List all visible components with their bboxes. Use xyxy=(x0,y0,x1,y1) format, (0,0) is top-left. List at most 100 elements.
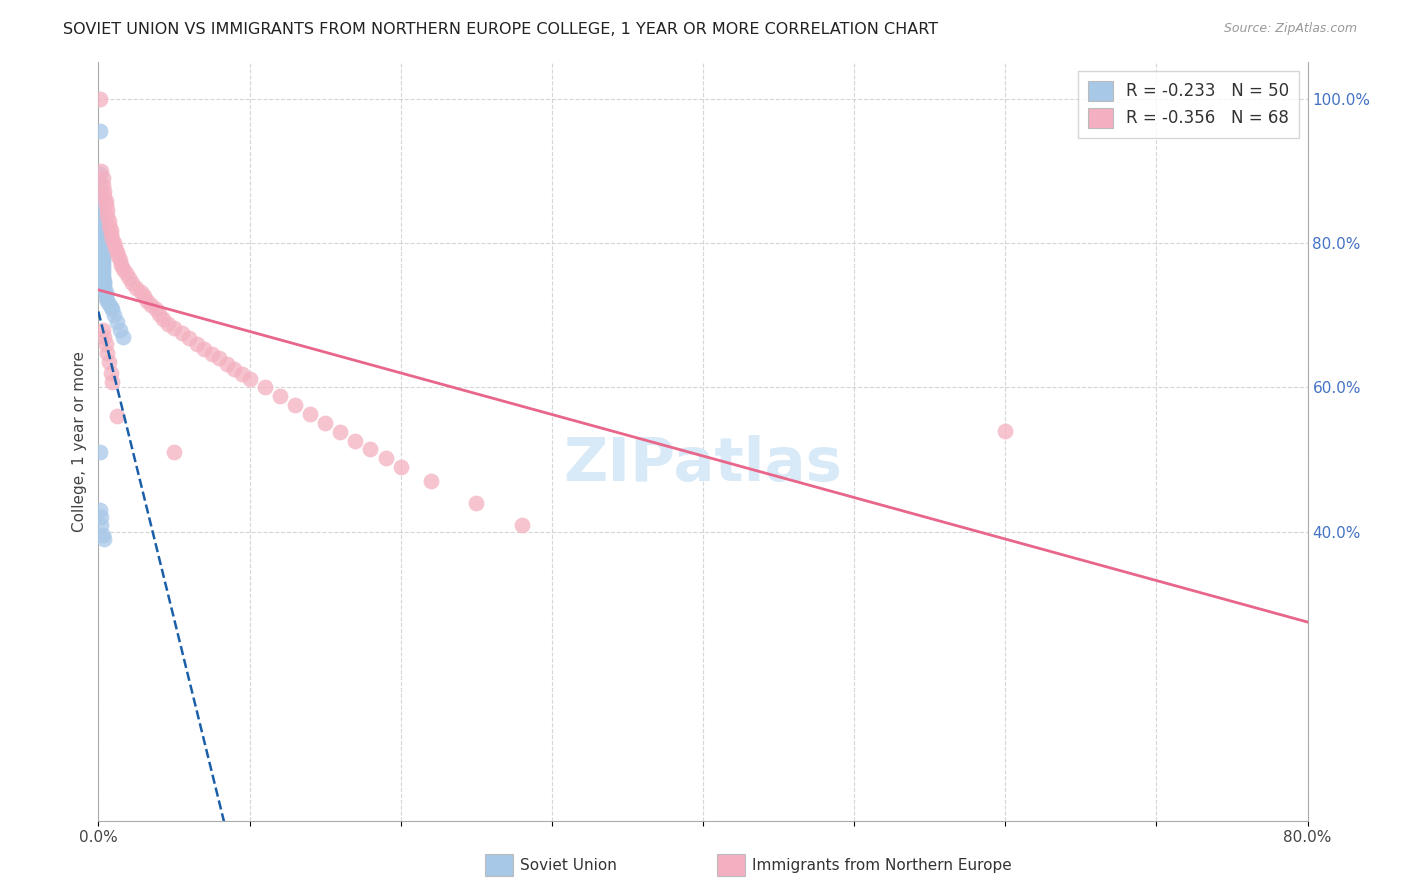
Point xyxy=(156,317,179,331)
Point xyxy=(103,235,125,250)
Point xyxy=(89,503,111,517)
Point xyxy=(163,321,186,335)
Point xyxy=(193,342,215,356)
Point xyxy=(93,330,115,344)
Point xyxy=(148,307,170,321)
Point xyxy=(231,367,253,381)
Point xyxy=(108,323,131,337)
Point xyxy=(89,445,111,459)
Point xyxy=(90,244,112,259)
Point xyxy=(125,281,148,295)
Point xyxy=(91,171,114,186)
Point xyxy=(93,189,115,203)
Point xyxy=(103,308,125,322)
Point xyxy=(93,279,115,293)
Point xyxy=(98,219,121,233)
Point xyxy=(224,361,246,376)
Point xyxy=(374,451,396,466)
Point xyxy=(90,163,112,178)
Point xyxy=(91,270,114,285)
Point xyxy=(108,253,131,268)
Point xyxy=(179,331,201,345)
Point xyxy=(91,253,114,268)
Point xyxy=(98,213,121,227)
Point xyxy=(90,233,112,247)
Point xyxy=(105,409,128,424)
Point xyxy=(90,242,112,256)
Point xyxy=(239,372,262,386)
Point xyxy=(91,251,114,265)
Point xyxy=(96,203,118,218)
Point xyxy=(89,124,111,138)
Point xyxy=(94,291,117,305)
Point xyxy=(104,240,127,254)
Text: Soviet Union: Soviet Union xyxy=(520,858,617,872)
Point xyxy=(510,517,533,532)
Point xyxy=(145,302,167,317)
Point xyxy=(96,293,118,308)
Point xyxy=(94,288,117,302)
Point xyxy=(91,259,114,273)
Point xyxy=(118,270,141,285)
Point xyxy=(105,315,128,329)
Point xyxy=(89,167,111,181)
Point xyxy=(111,262,134,277)
Point xyxy=(101,375,124,389)
Y-axis label: College, 1 year or more: College, 1 year or more xyxy=(72,351,87,532)
Point xyxy=(420,475,443,489)
Point xyxy=(101,302,124,317)
Legend: R = -0.233   N = 50, R = -0.356   N = 68: R = -0.233 N = 50, R = -0.356 N = 68 xyxy=(1078,70,1299,138)
Point xyxy=(994,424,1017,438)
Point xyxy=(98,355,121,369)
Point xyxy=(100,227,122,242)
Point xyxy=(89,178,111,193)
Point xyxy=(186,337,208,351)
Point xyxy=(93,282,115,296)
Point xyxy=(135,293,157,308)
Point xyxy=(96,209,118,223)
Point xyxy=(91,262,114,277)
Point xyxy=(94,198,117,212)
Point xyxy=(98,296,121,310)
Point xyxy=(284,398,307,412)
Point xyxy=(89,205,111,219)
Point xyxy=(89,210,111,224)
Point xyxy=(91,247,114,261)
Point xyxy=(107,249,129,263)
Text: Immigrants from Northern Europe: Immigrants from Northern Europe xyxy=(752,858,1012,872)
Point xyxy=(152,311,174,326)
Point xyxy=(94,194,117,208)
Point xyxy=(111,330,134,344)
Point xyxy=(91,265,114,279)
Point xyxy=(314,417,336,431)
Point xyxy=(132,289,155,303)
Point xyxy=(269,389,291,403)
Point xyxy=(94,337,117,351)
Point xyxy=(89,186,111,200)
Point xyxy=(90,227,112,242)
Point xyxy=(129,285,152,299)
Point xyxy=(94,285,117,299)
Point xyxy=(90,221,112,235)
Point xyxy=(89,191,111,205)
Point xyxy=(100,366,122,380)
Point xyxy=(91,256,114,270)
Point xyxy=(93,273,115,287)
Point xyxy=(299,407,322,421)
Point xyxy=(389,459,412,474)
Point xyxy=(105,244,128,259)
Point xyxy=(114,266,136,280)
Point xyxy=(208,351,231,366)
Point xyxy=(91,528,114,542)
Point xyxy=(93,277,115,291)
Text: ZIPatlas: ZIPatlas xyxy=(564,434,842,494)
Point xyxy=(89,202,111,216)
Point xyxy=(89,91,111,105)
Point xyxy=(90,510,112,524)
Point xyxy=(360,442,382,457)
Point xyxy=(215,357,238,371)
Point xyxy=(90,517,112,532)
Point xyxy=(91,323,114,337)
Point xyxy=(91,268,114,282)
Point xyxy=(89,196,111,211)
